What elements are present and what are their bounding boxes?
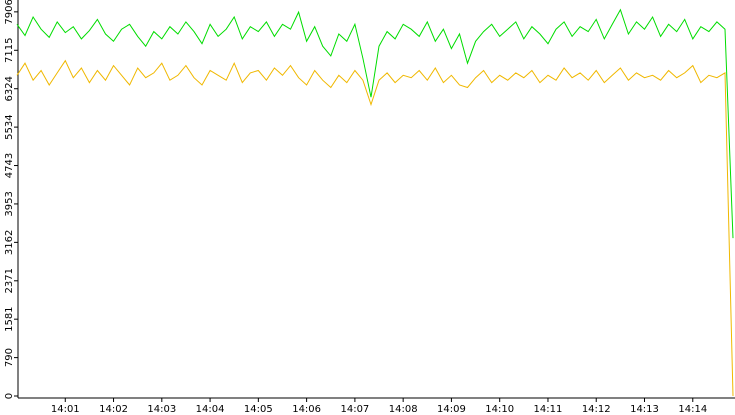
y-tick-label: 1581 [4,306,15,331]
x-tick-label: 14:12 [582,404,611,415]
y-tick-label: 6324 [4,76,15,101]
x-tick-label: 14:03 [147,404,176,415]
x-tick-label: 14:07 [340,404,369,415]
x-tick-label: 14:02 [99,404,128,415]
x-tick-label: 14:13 [630,404,659,415]
x-tick-label: 14:11 [534,404,563,415]
y-tick-label: 3953 [4,191,15,216]
y-tick-label: 4743 [4,153,15,178]
x-tick-label: 14:09 [437,404,466,415]
x-tick-label: 14:05 [244,404,273,415]
x-tick-label: 14:10 [485,404,514,415]
x-tick-label: 14:08 [389,404,418,415]
y-tick-label: 2371 [4,268,15,293]
y-tick-label: 0 [4,393,15,399]
x-tick-label: 14:04 [196,404,225,415]
y-tick-label: 790 [4,348,15,367]
y-tick-label: 7115 [4,38,15,63]
y-tick-label: 3162 [4,230,15,255]
series-line [16,8,734,239]
x-tick-label: 14:06 [292,404,321,415]
y-tick-label: 5534 [4,114,15,139]
x-tick-label: 14:14 [678,404,707,415]
series-line [16,59,734,397]
y-tick-label: 7906 [4,0,15,25]
x-tick-label: 14:01 [51,404,80,415]
